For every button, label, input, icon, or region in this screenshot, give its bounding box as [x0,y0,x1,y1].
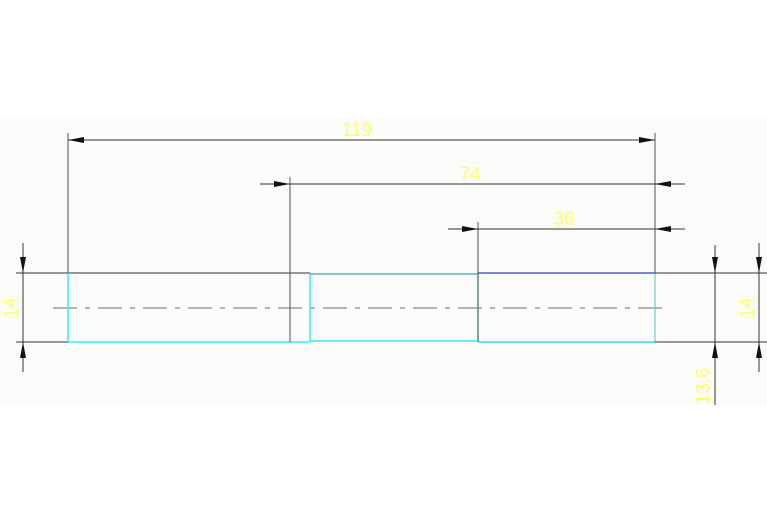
dimension-text-119: 119 [342,120,372,141]
drawing-area [0,117,767,405]
dimension-text-right-14: 14 [737,297,758,319]
dimension-text-13-6: 13.6 [693,368,714,405]
shaft-outline [16,272,767,343]
dimension-text-36: 36 [553,209,574,230]
dimension-text-74: 74 [459,164,481,185]
dimension-text-left-14: 14 [1,297,22,319]
